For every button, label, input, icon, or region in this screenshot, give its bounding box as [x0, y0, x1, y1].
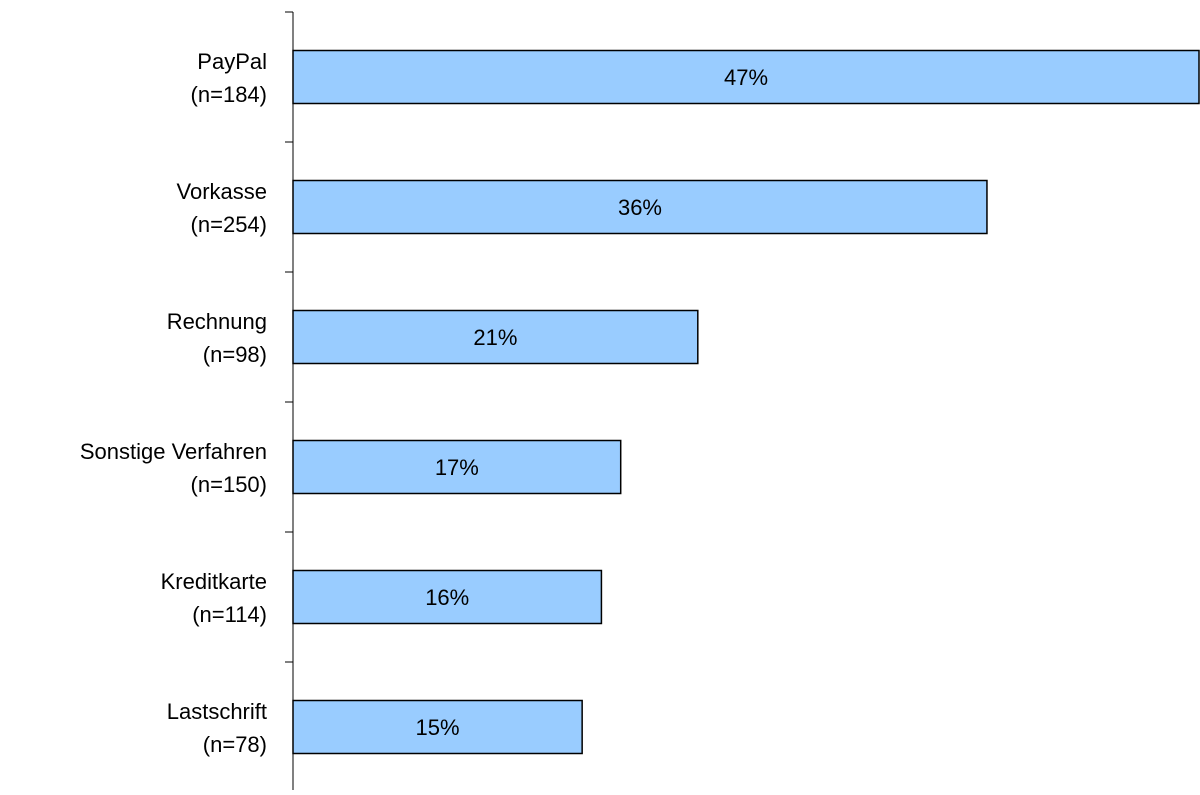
category-label: Vorkasse: [177, 179, 268, 204]
category-label: Sonstige Verfahren: [80, 439, 267, 464]
data-label: 47%: [724, 65, 768, 90]
category-label: Kreditkarte: [161, 569, 267, 594]
category-sample-size: (n=184): [191, 82, 267, 107]
bar: [292, 439, 622, 495]
category-sample-size: (n=78): [203, 732, 267, 757]
category-label: Lastschrift: [167, 699, 267, 724]
data-label: 16%: [425, 585, 469, 610]
data-label: 17%: [435, 455, 479, 480]
category-sample-size: (n=114): [192, 602, 267, 627]
category-label: Rechnung: [167, 309, 267, 334]
bar: [292, 569, 603, 625]
bar: [292, 49, 1200, 105]
category-sample-size: (n=150): [191, 472, 267, 497]
data-label: 15%: [416, 715, 460, 740]
bar: [292, 179, 988, 235]
bars-layer: [292, 49, 1200, 755]
bar: [292, 309, 699, 365]
category-sample-size: (n=254): [191, 212, 267, 237]
data-label: 36%: [618, 195, 662, 220]
labels-layer: 47% PayPal (n=184) 36% Vorkasse (n=254) 21% Rec…: [80, 49, 768, 757]
bar: [292, 699, 583, 755]
category-sample-size: (n=98): [203, 342, 267, 367]
axis-layer: [285, 11, 294, 790]
data-label: 21%: [473, 325, 517, 350]
category-label: PayPal: [197, 49, 267, 74]
